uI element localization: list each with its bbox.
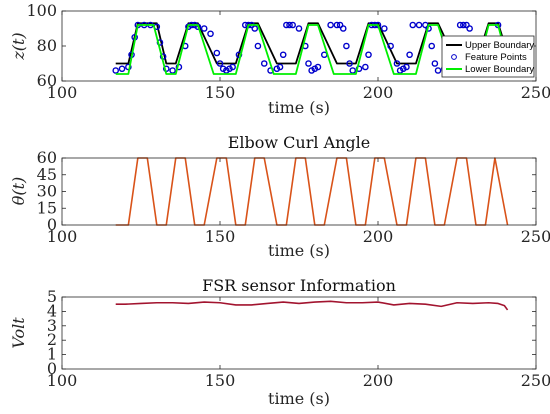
y-tick-label: 60	[37, 71, 57, 90]
feature-point	[112, 67, 120, 74]
feature-point	[346, 60, 353, 67]
plot-area-3	[115, 300, 509, 311]
feature-point	[428, 42, 436, 50]
x-axis-label-1: time (s)	[268, 98, 330, 117]
x-tick-label: 250	[521, 371, 550, 390]
legend-label-feature: Feature Points	[465, 52, 527, 63]
y-tick-label: 5	[47, 287, 57, 306]
chart-title-2: Elbow Curl Angle	[228, 133, 371, 152]
legend-label-upper: Upper Boundary	[465, 40, 534, 51]
y-tick-label: 2	[47, 330, 57, 349]
y-axis-label-3: Volt	[9, 317, 28, 349]
series-line-panel-2	[115, 157, 509, 226]
feature-point	[254, 42, 262, 50]
feature-point	[409, 21, 417, 29]
y-tick-label: 4	[47, 301, 57, 320]
y-axis-label-2: θ(t)	[9, 177, 28, 206]
feature-point	[365, 51, 372, 59]
feature-point	[431, 60, 439, 67]
x-tick-label: 200	[363, 83, 394, 102]
x-tick-label: 100	[47, 371, 78, 390]
feature-point	[381, 25, 388, 32]
legend-swatch-feature	[451, 54, 457, 60]
y-tick-label: 80	[37, 36, 57, 55]
feature-point	[393, 60, 401, 67]
axes-frame-3	[61, 296, 537, 370]
y-tick-label: 0	[47, 359, 57, 378]
tick-group-1: 100 150 200 250 60 80 100	[26, 1, 550, 102]
feature-point	[216, 60, 224, 67]
feature-point	[229, 63, 236, 71]
feature-point	[295, 25, 303, 32]
feature-point	[333, 21, 341, 29]
x-tick-label: 150	[205, 371, 236, 390]
x-tick-label: 250	[521, 227, 550, 246]
x-tick-label: 150	[205, 83, 236, 102]
feature-point	[118, 65, 126, 73]
feature-point	[434, 67, 442, 74]
feature-point	[406, 51, 413, 59]
x-tick-label: 100	[47, 227, 78, 246]
feature-point	[456, 21, 464, 29]
feature-point	[403, 63, 410, 71]
feature-point	[286, 21, 293, 29]
feature-point	[466, 25, 473, 32]
y-tick-label: 1	[47, 345, 57, 364]
feature-point	[260, 60, 268, 67]
feature-point	[343, 42, 350, 50]
y-tick-label: 3	[47, 316, 57, 335]
x-tick-label: 150	[205, 227, 236, 246]
y-tick-label: 15	[37, 198, 57, 217]
y-tick-label: 60	[37, 148, 57, 167]
feature-point	[276, 63, 284, 71]
feature-point	[169, 67, 176, 74]
feature-point	[362, 63, 369, 71]
x-tick-label: 100	[47, 83, 78, 102]
plot-area-2	[115, 157, 509, 226]
y-tick-label: 45	[37, 165, 57, 184]
chart-title-3: FSR sensor Information	[202, 276, 396, 295]
feature-point	[251, 25, 259, 32]
x-tick-label: 250	[521, 83, 550, 102]
feature-point	[349, 67, 357, 74]
feature-point	[460, 21, 467, 29]
panel-fsr-sensor: FSR sensor Information 100 150 200 250 01234…	[9, 276, 550, 408]
y-tick-label: 100	[26, 1, 57, 20]
feature-point	[283, 21, 290, 29]
x-tick-label: 200	[363, 371, 394, 390]
feature-point	[279, 51, 287, 59]
x-axis-label-3: time (s)	[268, 389, 330, 408]
feature-point	[415, 21, 423, 29]
y-tick-label: 0	[47, 215, 57, 234]
y-axis-label-1: z(t)	[9, 32, 28, 60]
feature-point	[314, 63, 322, 71]
panel-feature-points: 100 150 200 250 60 80 100 time (s) z(t) Upper …	[9, 1, 550, 117]
legend: Upper Boundary Feature Points Lower Boun…	[441, 35, 535, 78]
x-axis-label-2: time (s)	[268, 241, 330, 260]
feature-point	[305, 60, 312, 67]
feature-point	[207, 30, 214, 38]
legend-label-lower: Lower Boundary	[465, 64, 534, 75]
y-tick-label: 30	[37, 182, 57, 201]
feature-point	[387, 42, 394, 50]
feature-point	[213, 49, 221, 57]
legend-box	[441, 35, 535, 78]
feature-point	[200, 25, 208, 32]
feature-point	[339, 25, 347, 32]
feature-point	[327, 21, 334, 29]
series-line-panel-3	[115, 300, 509, 311]
x-tick-label: 200	[363, 227, 394, 246]
feature-point	[289, 21, 296, 29]
